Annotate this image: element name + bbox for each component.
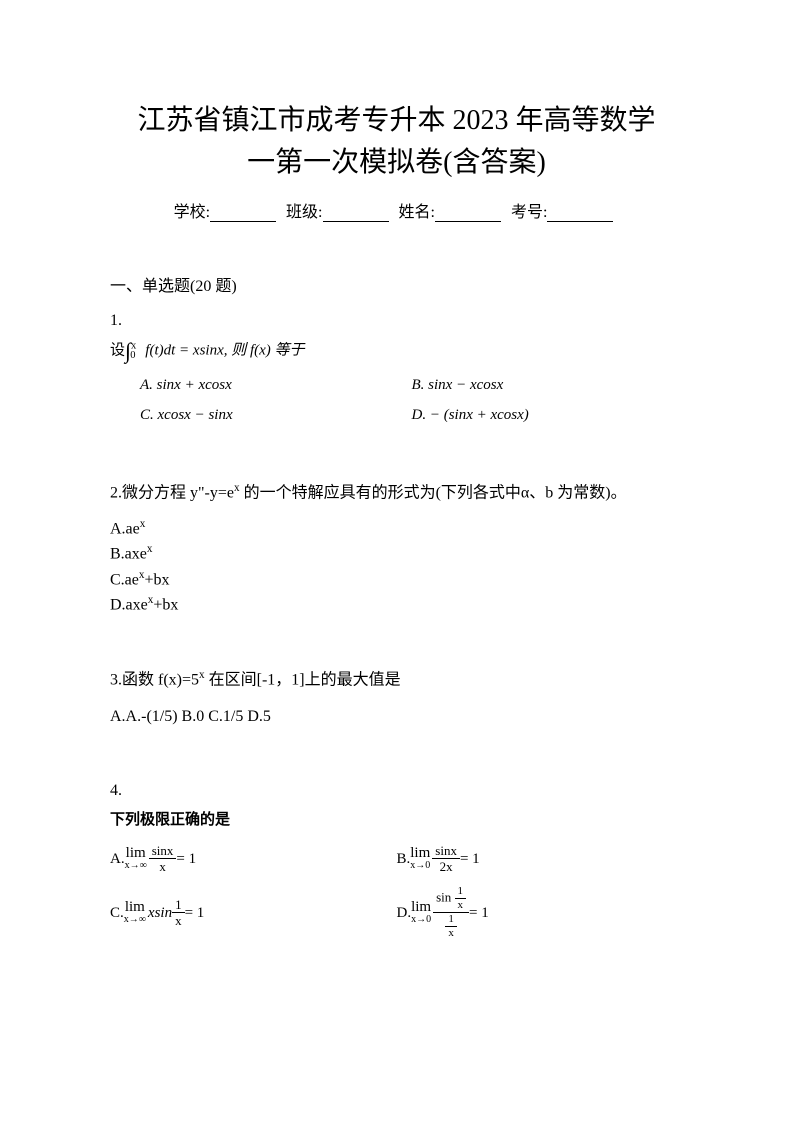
class-blank [323, 206, 389, 222]
q4d-inner-frac-bot: 1x [445, 914, 457, 939]
section-header: 一、单选题(20 题) [110, 272, 683, 296]
q3-stem: 3.函数 f(x)=5x 在区间[-1，1]上的最大值是 [110, 667, 683, 693]
q4b-den: 2x [432, 859, 460, 873]
q4a-label: A. [110, 844, 125, 874]
q4c-eq: = 1 [185, 898, 205, 928]
q4d-label: D. [397, 898, 412, 928]
q2b-pre: B.axe [110, 546, 147, 563]
q4b-lim: limx→0 [410, 846, 430, 871]
q4d-eq: = 1 [469, 898, 489, 928]
q4d-t-num: 1 [455, 886, 467, 899]
school-label: 学校: [174, 204, 210, 221]
q2c-post: +bx [144, 571, 169, 588]
exam-title: 江苏省镇江市成考专升本 2023 年高等数学 一第一次模拟卷(含答案) [110, 100, 683, 184]
q2-text-mid: 的一个特解应具有的形式为(下列各式中α、b 为常数)。 [240, 484, 627, 501]
q4d-lim-top: lim [411, 900, 431, 915]
q3-text-post: 在区间[-1，1]上的最大值是 [205, 672, 401, 689]
q2-option-a: A.aex [110, 516, 683, 541]
q4a-den: x [149, 859, 177, 873]
q4a-lim: limx→∞ [125, 846, 147, 871]
q1-stem-mid: f(t)dt = xsinx, 则 f(x) 等于 [142, 342, 305, 358]
q4-number: 4. [110, 782, 683, 800]
q4d-b-den: x [445, 927, 457, 939]
q4b-frac: sinx2x [432, 844, 460, 873]
q2-option-b: B.axex [110, 541, 683, 566]
q4a-frac: sinxx [149, 844, 177, 873]
q4-option-d: D. limx→0 sin 1x 1x = 1 [397, 883, 684, 943]
q4c-lim-top: lim [124, 900, 146, 915]
q4d-lim: limx→0 [411, 900, 431, 925]
q2d-post: +bx [153, 596, 178, 613]
q2-option-c: C.aex+bx [110, 567, 683, 592]
name-blank [435, 206, 501, 222]
q4c-lim-bot: x→∞ [124, 915, 146, 925]
q4-option-b: B. limx→0 sinx2x = 1 [397, 835, 684, 883]
q4b-lim-top: lim [410, 846, 430, 861]
q4c-label: C. [110, 898, 124, 928]
school-blank [210, 206, 276, 222]
q3-options: A.A.-(1/5) B.0 C.1/5 D.5 [110, 703, 683, 732]
title-line-1: 江苏省镇江市成考专升本 2023 年高等数学 [137, 105, 655, 136]
q1-option-d: D. − (sinx + xcosx) [412, 400, 684, 430]
q3-text-pre: 3.函数 f(x)=5 [110, 672, 199, 689]
name-label: 姓名: [399, 204, 435, 221]
q4b-lim-bot: x→0 [410, 861, 430, 871]
q4d-b-num: 1 [445, 914, 457, 927]
q4d-t-den: x [455, 899, 467, 911]
q1-number: 1. [110, 312, 683, 330]
q4c-den: x [172, 913, 185, 927]
q2b-sup: x [147, 543, 153, 555]
student-info-line: 学校: 班级: 姓名: 考号: [110, 198, 683, 222]
q4c-frac: 1x [172, 898, 185, 927]
examno-label: 考号: [511, 204, 547, 221]
q4d-sin: sin [436, 890, 454, 905]
q1-option-a: A. sinx + xcosx [140, 370, 412, 400]
q2a-sup: x [140, 518, 146, 530]
q4-option-a: A. limx→∞ sinxx = 1 [110, 835, 397, 883]
q2-options: A.aex B.axex C.aex+bx D.axex+bx [110, 516, 683, 617]
title-line-2: 一第一次模拟卷(含答案) [247, 147, 546, 178]
q4d-outer-num: sin 1x [433, 886, 469, 913]
q4b-eq: = 1 [460, 844, 480, 874]
q1-stem: 设∫x0 f(t)dt = xsinx, 则 f(x) 等于 [110, 338, 683, 364]
q4b-label: B. [397, 844, 411, 874]
q1-stem-prefix: 设 [110, 342, 125, 358]
q4d-lim-bot: x→0 [411, 915, 431, 925]
examno-blank [547, 206, 613, 222]
q4c-num: 1 [172, 898, 185, 913]
q4a-lim-bot: x→∞ [125, 861, 147, 871]
q4a-lim-top: lim [125, 846, 147, 861]
q4-option-c: C. limx→∞ xsin 1x = 1 [110, 883, 397, 943]
class-label: 班级: [286, 204, 322, 221]
q4d-inner-frac-top: 1x [455, 886, 467, 911]
q4-stem: 下列极限正确的是 [110, 808, 683, 829]
q1-option-b: B. sinx − xcosx [412, 370, 684, 400]
question-4: 4. 下列极限正确的是 A. limx→∞ sinxx = 1 B. limx→… [110, 782, 683, 943]
q4a-num: sinx [149, 844, 177, 859]
question-1: 1. 设∫x0 f(t)dt = xsinx, 则 f(x) 等于 A. sin… [110, 312, 683, 430]
q1-sub: 0 [130, 350, 135, 361]
q2-text-pre: 2.微分方程 y"-y=e [110, 484, 234, 501]
q2a-pre: A.ae [110, 520, 140, 537]
question-3: 3.函数 f(x)=5x 在区间[-1，1]上的最大值是 A.A.-(1/5) … [110, 667, 683, 732]
q4d-outer-frac: sin 1x 1x [433, 886, 469, 939]
q4b-num: sinx [432, 844, 460, 859]
q1-options: A. sinx + xcosx B. sinx − xcosx C. xcosx… [110, 370, 683, 430]
q2-stem: 2.微分方程 y"-y=ex 的一个特解应具有的形式为(下列各式中α、b 为常数… [110, 480, 683, 506]
q4c-lim: limx→∞ [124, 900, 146, 925]
q4-options: A. limx→∞ sinxx = 1 B. limx→0 sinx2x = 1… [110, 835, 683, 943]
q2d-pre: D.axe [110, 596, 148, 613]
question-2: 2.微分方程 y"-y=e x 的一个特解应具有的形式为(下列各式中α、b 为常数… [110, 480, 683, 617]
q4a-eq: = 1 [176, 844, 196, 874]
q2-option-d: D.axex+bx [110, 592, 683, 617]
q2c-pre: C.ae [110, 571, 139, 588]
q1-option-c: C. xcosx − sinx [140, 400, 412, 430]
q4c-mid: xsin [148, 898, 172, 928]
q4d-outer-den: 1x [433, 913, 469, 939]
